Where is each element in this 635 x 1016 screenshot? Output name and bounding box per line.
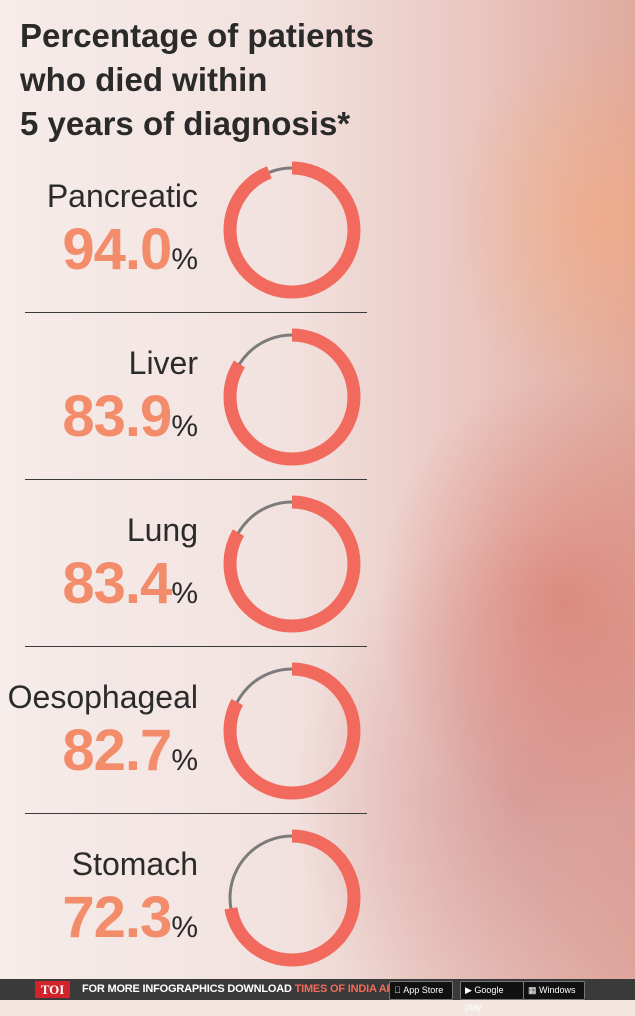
title-bold-part: 5 years <box>20 105 134 142</box>
toi-logo[interactable]: TOI <box>35 981 70 998</box>
footer-bar: TOI FOR MORE INFOGRAPHICS DOWNLOAD TIMES… <box>0 979 635 1012</box>
chart-title: Percentage of patients who died within 5… <box>20 14 400 146</box>
windows-icon: ▦ <box>528 985 540 995</box>
value-label: 82.7% <box>62 717 198 784</box>
app-store-icon:  <box>394 985 403 995</box>
donut-ring <box>223 495 361 633</box>
percent-sign: % <box>171 410 198 443</box>
value-number: 82.7 <box>62 718 172 783</box>
row-divider <box>25 479 367 480</box>
percent-sign: % <box>171 744 198 777</box>
title-line-1: Percentage of patients <box>20 17 374 54</box>
category-label: Stomach <box>71 846 198 882</box>
category-label: Pancreatic <box>46 178 198 214</box>
donut-ring <box>223 662 361 800</box>
donut-ring <box>223 161 361 299</box>
donut-arc-stomach <box>223 829 361 967</box>
category-label: Oesophageal <box>7 679 198 715</box>
google-play-badge[interactable]: ▶ Google play <box>460 981 524 1012</box>
chart-row-lung: Lung 83.4% <box>0 494 380 662</box>
donut-ring <box>223 829 361 967</box>
value-label: 72.3% <box>62 884 198 951</box>
chart-row-pancreatic: Pancreatic 94.0% <box>0 160 380 328</box>
value-number: 94.0 <box>62 217 172 282</box>
chart-row-oesophageal: Oesophageal 82.7% <box>0 661 380 829</box>
chart-row-liver: Liver 83.9% <box>0 327 380 495</box>
category-label: Lung <box>126 512 198 548</box>
row-divider <box>25 312 367 313</box>
google-play-icon: ▶ <box>465 985 475 995</box>
footer-text-main: FOR MORE INFOGRAPHICS DOWNLOAD <box>82 983 295 995</box>
donut-arc-oesophageal <box>223 662 361 800</box>
title-line-2: who died within <box>20 61 268 98</box>
donut-ring <box>223 328 361 466</box>
donut-arc-liver <box>223 328 361 466</box>
value-number: 83.4 <box>62 551 172 616</box>
value-number: 72.3 <box>62 885 172 950</box>
percent-sign: % <box>171 577 198 610</box>
value-label: 83.4% <box>62 550 198 617</box>
title-rest: of diagnosis* <box>133 105 351 142</box>
title-line-3: 5 years of diagnosis* <box>20 102 400 146</box>
row-divider <box>25 813 367 814</box>
chart-row-stomach: Stomach 72.3% <box>0 828 380 996</box>
category-label: Liver <box>128 345 198 381</box>
value-label: 94.0% <box>62 216 198 283</box>
donut-arc-lung <box>223 495 361 633</box>
value-number: 83.9 <box>62 384 172 449</box>
app-store-badge[interactable]:  App Store <box>389 981 453 1000</box>
donut-arc-pancreatic <box>223 161 361 299</box>
percent-sign: % <box>171 243 198 276</box>
footer-brand: TIMES OF INDIA APP <box>294 983 401 995</box>
windows-badge[interactable]: ▦ Windows <box>523 981 585 1000</box>
row-divider <box>25 646 367 647</box>
value-label: 83.9% <box>62 383 198 450</box>
footer-text: FOR MORE INFOGRAPHICS DOWNLOAD TIMES OF … <box>82 983 401 995</box>
percent-sign: % <box>171 911 198 944</box>
